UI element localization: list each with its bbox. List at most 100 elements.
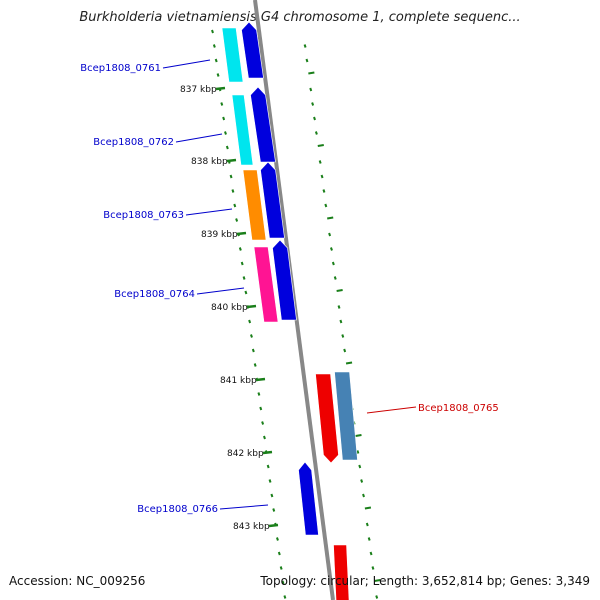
tick-mark — [238, 247, 242, 251]
tick-mark — [233, 203, 237, 208]
tick-mark — [371, 566, 375, 570]
tick-mark — [268, 479, 272, 483]
kbp-label: 841 kbp — [220, 376, 257, 386]
tick-mark — [355, 434, 362, 437]
cds-Bcep1808_0762 — [231, 94, 254, 166]
kbp-label: 840 kbp — [211, 303, 248, 313]
kbp-label: 839 kbp — [201, 230, 238, 240]
tick-mark — [216, 73, 220, 77]
tick-mark — [229, 174, 233, 179]
leader-line — [185, 208, 233, 216]
gene-label-Bcep1808_0765[interactable]: Bcep1808_0765 — [418, 403, 499, 414]
tick-mark — [369, 551, 373, 556]
tick-mark — [314, 131, 318, 135]
tick-mark — [253, 363, 257, 367]
tick-mark — [259, 406, 263, 411]
tick-mark — [367, 537, 371, 541]
kbp-tick — [246, 304, 257, 309]
gene-arrow-Bcep1808_0763 — [260, 161, 285, 239]
gene-label-Bcep1808_0764[interactable]: Bcep1808_0764 — [114, 289, 195, 300]
tick-mark — [331, 261, 335, 266]
tick-mark — [328, 232, 332, 237]
tick-mark — [330, 247, 333, 251]
tick-mark — [222, 116, 226, 121]
map-title: Burkholderia vietnamiensis G4 chromosome… — [79, 10, 521, 25]
tick-mark — [242, 276, 246, 280]
tick-mark — [356, 450, 360, 454]
kbp-label: 842 kbp — [227, 449, 264, 459]
tick-mark — [309, 87, 313, 92]
tick-mark — [279, 566, 283, 570]
gene-arrow-Bcep1808_0761 — [241, 21, 264, 79]
tick-mark — [283, 595, 287, 599]
gene-labels: Bcep1808_0761 Bcep1808_0762 Bcep1808_0763 B… — [80, 59, 499, 515]
tick-mark — [374, 579, 381, 582]
tick-mark — [231, 189, 235, 193]
tick-mark — [225, 145, 229, 150]
tick-mark — [263, 435, 266, 440]
tick-mark — [341, 334, 345, 338]
cds-Bcep1808_0763 — [242, 169, 267, 241]
tick-mark — [318, 160, 322, 164]
tick-mark — [250, 334, 253, 338]
accession-label: Accession: NC_009256 — [9, 574, 146, 588]
tick-mark — [276, 537, 279, 541]
kbp-label: 837 kbp — [180, 85, 217, 95]
tick-mark — [212, 44, 216, 48]
tick-mark — [333, 276, 337, 280]
tick-mark — [303, 44, 307, 48]
tick-mark — [337, 305, 341, 309]
gene-label-Bcep1808_0763[interactable]: Bcep1808_0763 — [103, 210, 184, 221]
cds-Bcep1808_0761 — [221, 27, 244, 83]
leader-line — [162, 59, 211, 69]
kbp-label: 843 kbp — [233, 522, 270, 532]
tick-mark — [211, 29, 214, 34]
gene-label-Bcep1808_0761[interactable]: Bcep1808_0761 — [80, 63, 161, 74]
cds-Bcep1808_0765 — [334, 371, 358, 461]
tick-mark — [336, 289, 343, 292]
tick-mark — [281, 580, 285, 585]
kbp-tick — [226, 158, 237, 163]
tick-mark — [322, 189, 326, 193]
tick-mark — [345, 361, 353, 365]
tick-mark — [339, 319, 343, 324]
kbp-tick — [268, 523, 279, 528]
tick-mark — [317, 144, 324, 147]
cds-Bcep1808_0764 — [253, 246, 279, 323]
leader-line — [196, 287, 245, 295]
gene-features — [221, 21, 358, 600]
leader-line — [219, 504, 269, 510]
tick-mark — [327, 216, 334, 220]
tick-mark — [240, 261, 244, 266]
tick-mark — [248, 319, 252, 324]
gene-label-Bcep1808_0762[interactable]: Bcep1808_0762 — [93, 137, 174, 148]
tick-mark — [257, 392, 261, 396]
tick-mark — [251, 348, 255, 353]
sequence-stats: Topology: circular; Length: 3,652,814 bp… — [260, 574, 590, 588]
leader-line — [175, 133, 223, 143]
kbp-labels: 837 kbp 838 kbp 839 kbp 840 kbp 841 kbp 842 k… — [180, 85, 279, 532]
tick-mark — [224, 131, 227, 135]
gene-arrow-partial — [333, 544, 350, 600]
kbp-tick — [215, 86, 226, 91]
tick-mark — [214, 58, 218, 63]
tick-mark — [365, 522, 369, 527]
kbp-tick — [255, 377, 266, 382]
tick-mark — [320, 174, 324, 179]
tick-mark — [266, 464, 270, 469]
tick-mark — [270, 493, 274, 498]
tick-mark — [305, 58, 309, 63]
tick-mark — [272, 508, 276, 512]
tick-mark — [244, 290, 248, 295]
tick-mark — [324, 203, 328, 208]
tick-mark — [360, 479, 364, 483]
tick-mark — [311, 102, 315, 106]
tick-mark — [308, 71, 315, 75]
tick-mark — [313, 116, 316, 121]
gene-label-Bcep1808_0766[interactable]: Bcep1808_0766 — [137, 504, 218, 515]
tick-mark — [277, 551, 281, 556]
gene-arrow-Bcep1808_0765 — [315, 373, 339, 464]
leader-line — [366, 406, 417, 414]
tick-mark — [343, 348, 347, 353]
tick-mark — [364, 506, 372, 510]
